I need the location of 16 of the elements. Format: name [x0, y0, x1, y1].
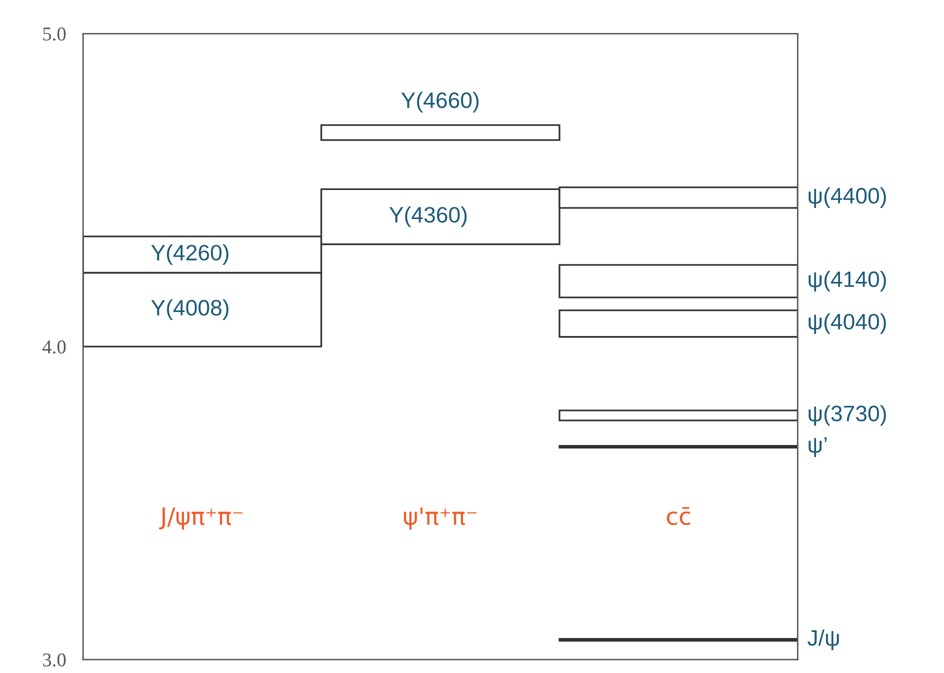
series-label: ψ(4040)	[808, 313, 886, 334]
series-label: J/ψ	[808, 629, 839, 650]
series-label: ψ(3730)	[808, 405, 886, 426]
y-tick-label: 3.0	[43, 653, 66, 667]
y-tick-label: 4.0	[42, 340, 66, 354]
y-tick-label: 5.0	[43, 27, 66, 41]
series-label: ψ(4140)	[808, 270, 886, 292]
series-label: ψ’	[808, 437, 827, 458]
x-tick-label: J/ψπ⁺π⁻	[159, 507, 243, 530]
series-label: Y(4008)	[151, 299, 228, 320]
series-label: ψ(4400)	[808, 187, 886, 208]
x-tick-label: ψ'π⁺π⁻	[404, 507, 477, 530]
series-label: Y(4660)	[401, 92, 479, 112]
series-label: Y(4360)	[389, 206, 467, 228]
x-tick-label: cc̄	[666, 507, 690, 526]
series-label: Y(4260)	[151, 244, 228, 265]
